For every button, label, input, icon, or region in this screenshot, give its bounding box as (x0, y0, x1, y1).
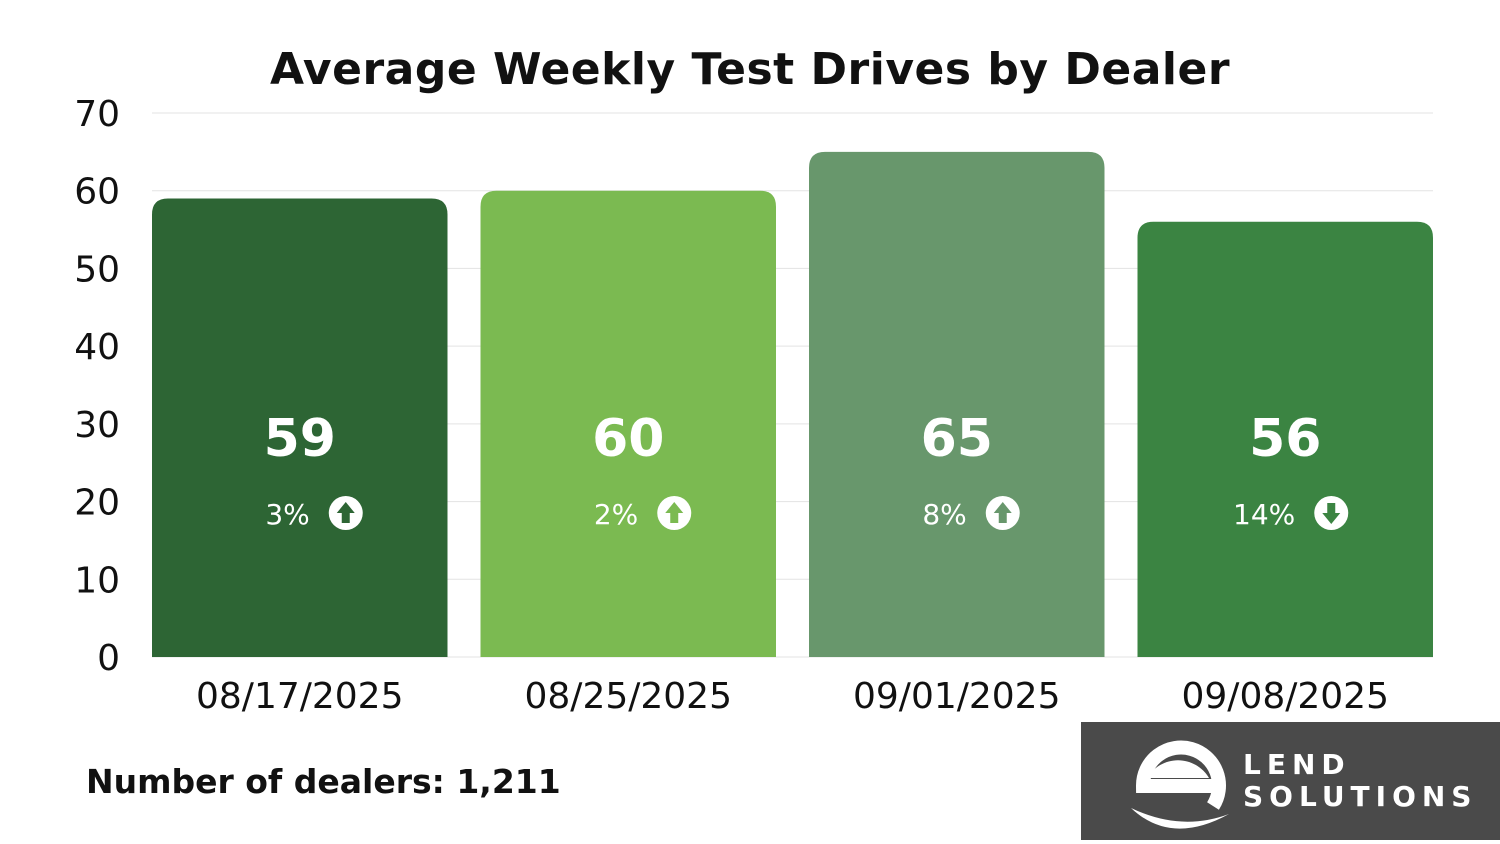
bar (152, 198, 448, 657)
chart-title: Average Weekly Test Drives by Dealer (269, 44, 1231, 95)
arrow-up-circle-icon (657, 496, 692, 530)
x-axis-ticks: 08/17/2025 08/25/2025 09/01/2025 09/08/2025 (196, 676, 1389, 717)
y-tick-label: 0 (97, 638, 120, 679)
logo-text-lend: LEND (1243, 748, 1351, 781)
bar-value-label: 65 (921, 409, 993, 469)
bars: 59 3% 60 2% 65 8% 56 14% (152, 151, 1433, 658)
y-tick-label: 10 (74, 560, 120, 601)
x-tick-label: 09/01/2025 (853, 676, 1061, 717)
bar-value-label: 56 (1249, 409, 1321, 469)
lend-solutions-e-logo-icon (1131, 740, 1229, 829)
y-tick-label: 60 (74, 172, 120, 213)
bar-value-label: 60 (592, 409, 664, 469)
change-percent-label: 2% (594, 498, 638, 531)
lend-solutions-logo: LEND SOLUTIONS (1081, 722, 1500, 840)
bar (809, 151, 1105, 657)
change-percent-label: 8% (922, 498, 966, 531)
arrow-down-circle-icon (1314, 496, 1349, 530)
y-tick-label: 30 (74, 405, 120, 446)
change-percent-label: 3% (265, 498, 309, 531)
logo-text-solutions: SOLUTIONS (1243, 780, 1478, 813)
y-axis-ticks: 0 10 20 30 40 50 60 70 (74, 94, 120, 679)
x-tick-label: 08/25/2025 (525, 676, 733, 717)
change-percent-label: 14% (1233, 498, 1295, 531)
x-tick-label: 08/17/2025 (196, 676, 404, 717)
bar (480, 190, 776, 657)
bar (1137, 221, 1433, 658)
arrow-up-circle-icon (328, 496, 363, 530)
y-tick-label: 20 (74, 483, 120, 524)
bar-value-label: 59 (264, 409, 336, 469)
y-tick-label: 40 (74, 327, 120, 368)
x-tick-label: 09/08/2025 (1182, 676, 1390, 717)
arrow-up-circle-icon (985, 496, 1020, 530)
dealer-count-note: Number of dealers: 1,211 (86, 762, 561, 801)
y-tick-label: 50 (74, 249, 120, 290)
y-tick-label: 70 (74, 94, 120, 135)
